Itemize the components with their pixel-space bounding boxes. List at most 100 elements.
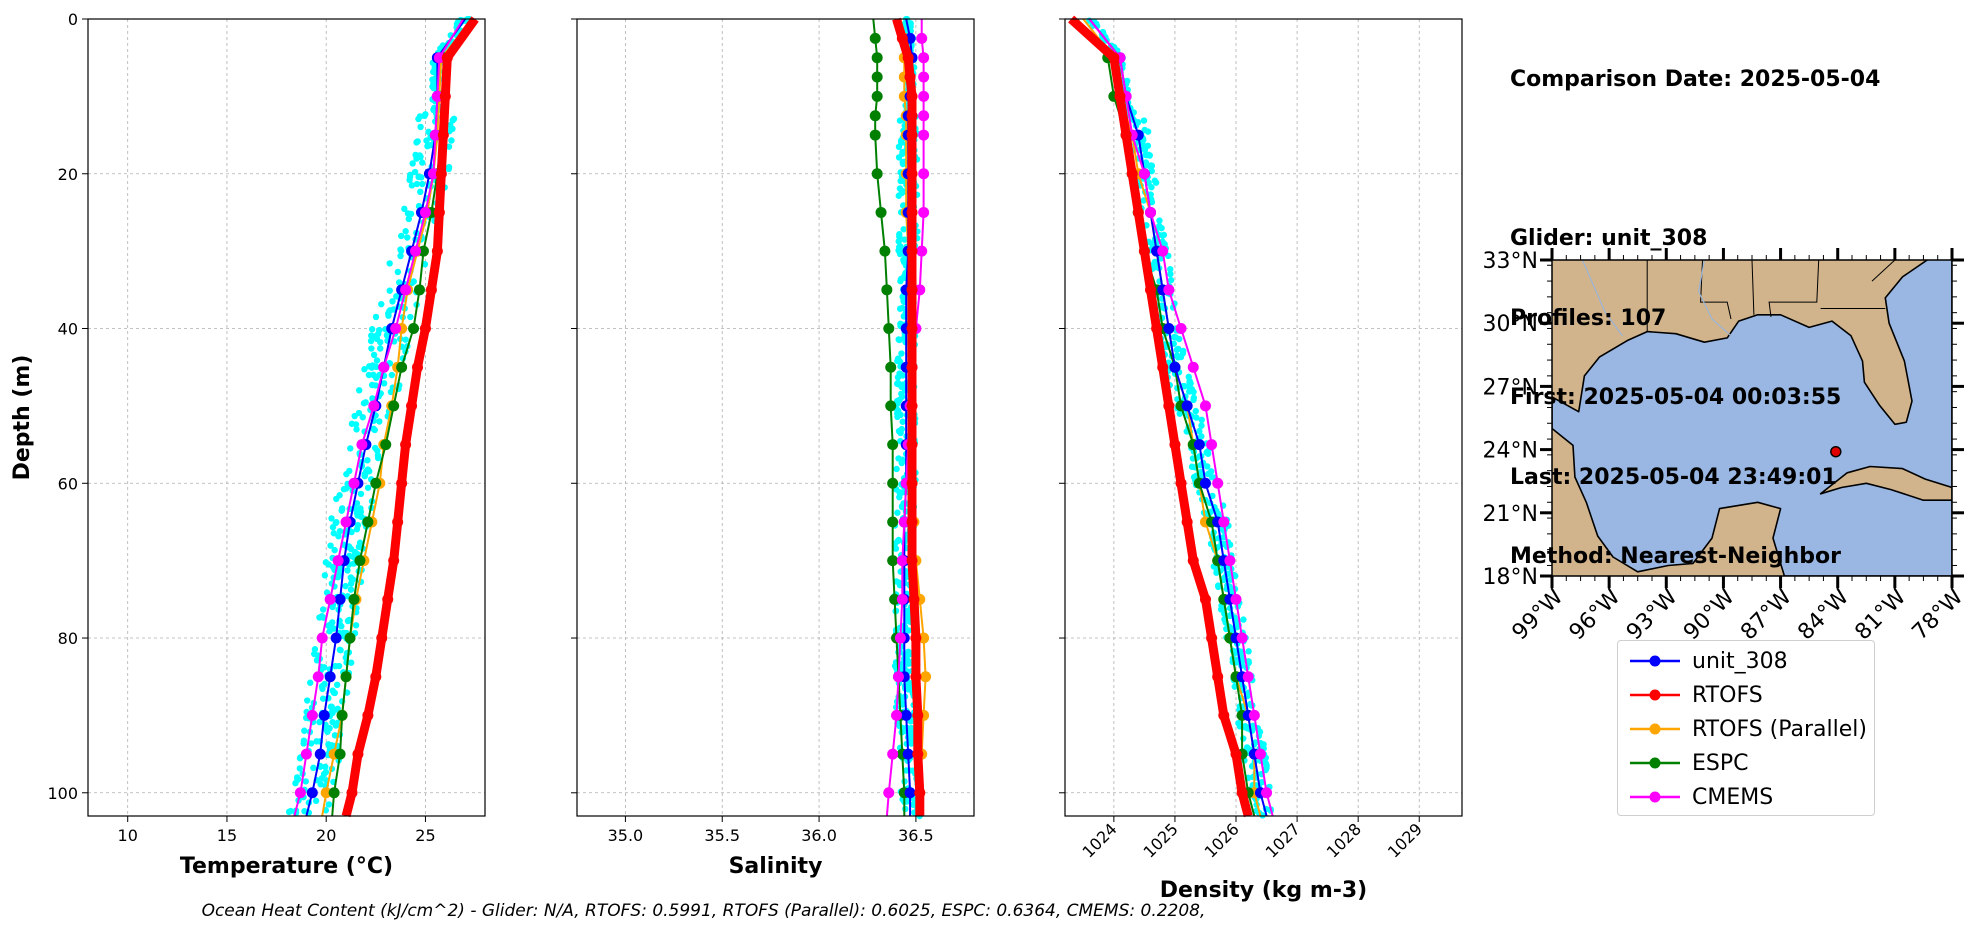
glider-scatter-point (1192, 407, 1199, 415)
glider-scatter-point (404, 234, 411, 241)
glider-scatter-point (329, 718, 336, 726)
glider-scatter-point (449, 117, 456, 124)
glider-scatter-point (445, 163, 453, 171)
glider-scatter-point (409, 160, 416, 167)
glider-scatter-point (895, 427, 903, 435)
glider-scatter-point (896, 336, 903, 344)
x-tick-label: 25 (415, 826, 435, 845)
y-tick-label: 100 (47, 784, 78, 803)
series-point-cmems (312, 671, 324, 683)
glider-scatter-point (896, 489, 903, 496)
series-point-rtofs (1132, 206, 1144, 218)
glider-scatter-point (370, 351, 378, 359)
glider-scatter-point (328, 703, 335, 710)
series-point-rtofs (906, 439, 918, 451)
glider-scatter-point (1144, 151, 1151, 159)
glider-scatter-point (894, 355, 902, 362)
series-point-rtofs (1120, 129, 1132, 141)
series-point-rtofs-parallel (920, 671, 932, 683)
map-border (1700, 260, 1732, 320)
axes-frame (1064, 18, 1463, 817)
series-point-espc (887, 555, 899, 567)
glider-scatter-point (415, 173, 422, 181)
info-panel: Comparison Date: 2025-05-04 Glider: unit… (1510, 14, 1880, 597)
series-point-unit-308 (314, 748, 326, 760)
glider-scatter-point (1158, 224, 1165, 232)
series-point-espc (869, 32, 881, 44)
x-tick-label: 20 (316, 826, 336, 845)
glider-scatter-point (1214, 582, 1222, 589)
series-point-cmems (896, 593, 908, 605)
series-point-espc (881, 284, 893, 296)
series-point-cmems (1242, 671, 1254, 683)
series-point-cmems (918, 52, 930, 64)
glider-scatter-point (335, 533, 342, 540)
series-point-espc (871, 168, 883, 180)
series-point-cmems (1261, 787, 1273, 799)
series-point-unit-308 (1163, 323, 1175, 335)
series-point-cmems (390, 323, 402, 335)
series-point-unit-308 (334, 593, 346, 605)
glider-scatter-point (417, 123, 424, 131)
series-point-cmems (419, 206, 431, 218)
glider-scatter-point (1263, 762, 1270, 769)
glider-scatter-point (894, 407, 902, 414)
series-point-rtofs (1181, 516, 1193, 528)
glider-scatter-point (328, 515, 335, 522)
series-point-rtofs (912, 748, 924, 760)
glider-scatter-point (423, 137, 430, 144)
profile-panel-2: 35.0 35.5 36.0 36.5 Salinity (571, 15, 975, 879)
glider-scatter-point (1186, 379, 1193, 386)
glider-scatter-point (335, 662, 343, 670)
glider-scatter-point (407, 313, 414, 321)
glider-scatter-point (907, 685, 914, 692)
glider-scatter-point (333, 681, 341, 689)
series-point-cmems (916, 32, 928, 44)
series-point-espc (370, 477, 382, 489)
series-point-rtofs (396, 477, 408, 489)
glider-scatter-point (373, 335, 381, 343)
glider-scatter-point (896, 117, 904, 124)
series-point-rtofs (1169, 439, 1181, 451)
glider-scatter-point (322, 763, 329, 771)
series-point-espc (336, 709, 348, 721)
glider-scatter-point (896, 250, 904, 258)
glider-scatter-point (336, 571, 343, 578)
series-point-rtofs (906, 284, 918, 296)
glider-scatter-point (296, 765, 304, 772)
glider-scatter-point (370, 425, 377, 433)
series-point-cmems (1212, 477, 1224, 489)
series-point-rtofs (1163, 400, 1175, 412)
glider-scatter-point (411, 168, 419, 176)
map-river (1698, 260, 1732, 337)
series-point-espc (885, 400, 897, 412)
series-point-rtofs (1157, 361, 1169, 373)
glider-scatter-point (1198, 416, 1205, 424)
series-line-cmems (293, 18, 465, 817)
profile-plots: 10 15 20 25 0 20 40 60 80 100 Temperature (°C) Dept… (10, 10, 1463, 903)
series-point-rtofs (912, 709, 924, 721)
glider-scatter-point (1144, 142, 1152, 149)
axes-frame (87, 18, 486, 817)
series-point-espc (871, 71, 883, 83)
profile-panel-1: 10 15 20 25 0 20 40 60 80 100 Temperature (°C) Dept… (10, 10, 486, 879)
series-point-rtofs (435, 168, 447, 180)
glider-scatter-point (1147, 191, 1154, 198)
series-point-cmems (1206, 439, 1218, 451)
glider-scatter-point (333, 519, 340, 526)
glider-scatter-point (413, 139, 420, 146)
glider-scatter-point (1240, 616, 1247, 623)
series-point-rtofs-parallel (320, 787, 332, 799)
x-tick-label: 1027 (1262, 819, 1304, 861)
glider-scatter-point (1197, 468, 1204, 476)
series-point-cmems (1230, 593, 1242, 605)
series-point-espc (388, 400, 400, 412)
glider-scatter-point (1167, 276, 1175, 284)
series-point-rtofs (441, 52, 453, 64)
series-point-cmems (1218, 516, 1230, 528)
glider-scatter-point (1213, 569, 1220, 576)
glider-scatter-point (413, 180, 421, 188)
series-point-cmems (306, 709, 318, 721)
series-point-rtofs (1175, 477, 1187, 489)
series-point-cmems (894, 632, 906, 644)
